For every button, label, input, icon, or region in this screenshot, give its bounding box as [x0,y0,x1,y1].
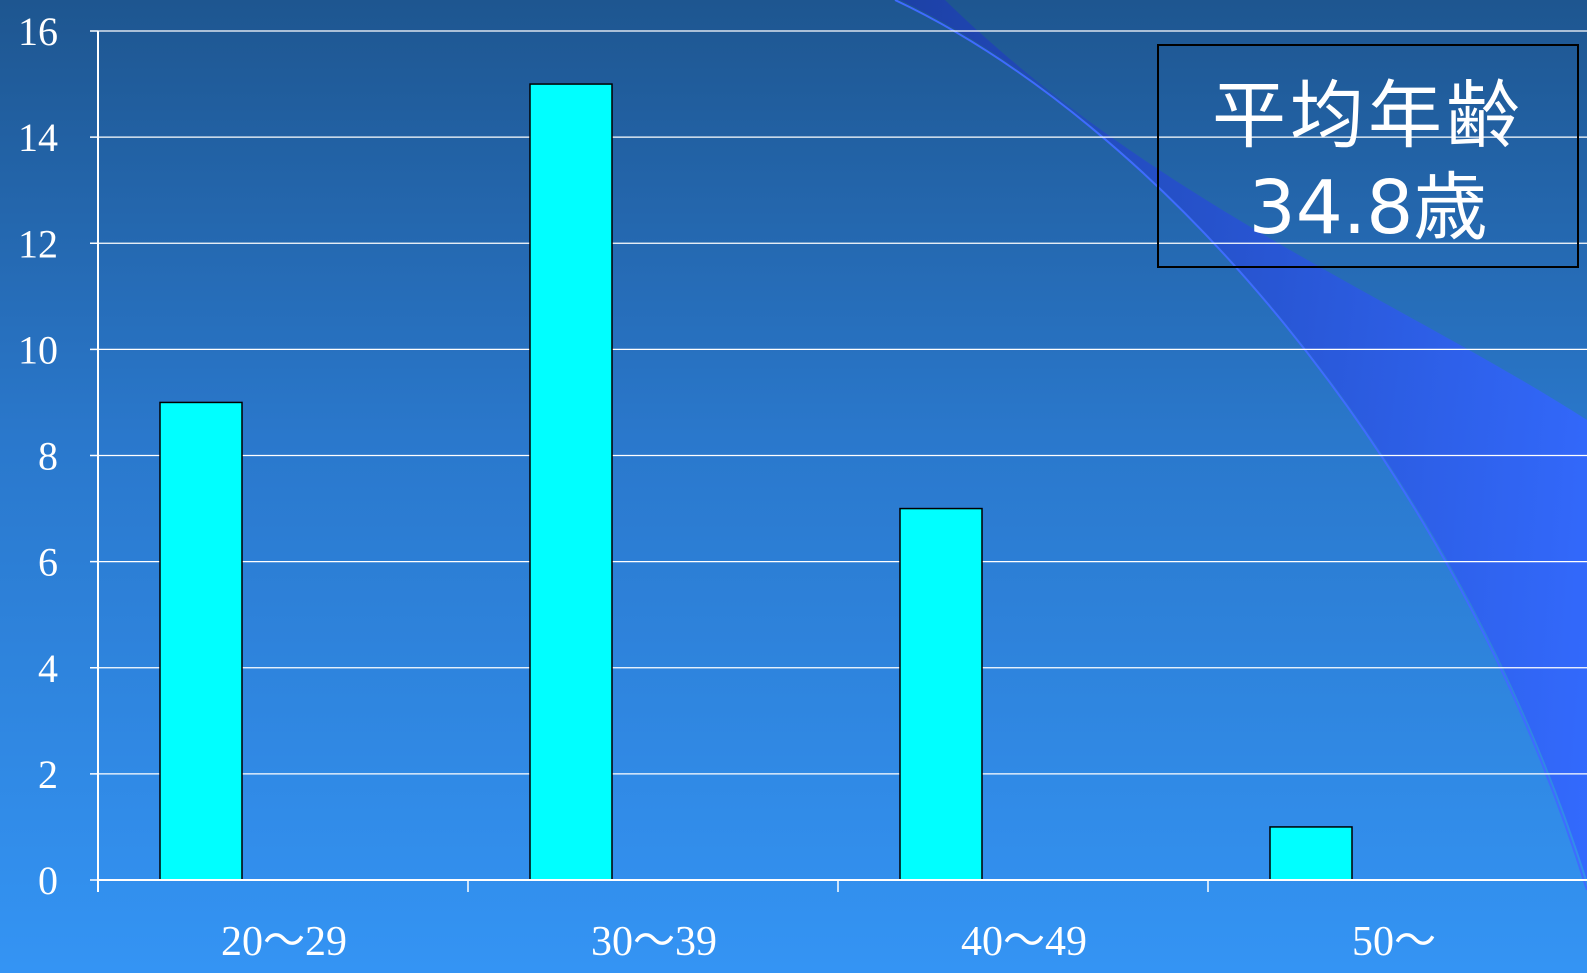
bars [159,83,1353,881]
bar [529,83,613,881]
average-age-box: 平均年齢 34.8歳 [1157,44,1579,268]
average-age-value: 34.8歳 [1248,165,1488,251]
y-tick-label: 2 [38,752,58,797]
y-tick-label: 4 [38,646,58,691]
y-tick-label: 6 [38,540,58,585]
y-tick-label: 16 [18,9,58,54]
x-tick-label: 30〜39 [591,919,717,965]
bar [159,401,243,881]
average-age-title: 平均年齢 [1212,73,1524,159]
y-tick-labels: 0 2 4 6 8 10 12 14 16 [18,9,58,903]
axes [90,30,1587,892]
x-tick-labels: 20〜29 30〜39 40〜49 50〜 [221,919,1436,965]
x-tick-label: 20〜29 [221,919,347,965]
y-tick-label: 0 [38,858,58,903]
y-tick-label: 8 [38,434,58,479]
x-tick-label: 50〜 [1352,919,1436,965]
y-tick-label: 10 [18,327,58,372]
bar [899,507,983,881]
bar [1269,826,1353,881]
x-tick-label: 40〜49 [961,919,1087,965]
gridlines [98,30,1587,775]
decorative-swoosh [900,0,1587,880]
y-tick-label: 14 [18,115,58,160]
y-tick-label: 12 [18,221,58,266]
decorative-swoosh-edge [894,0,1587,891]
